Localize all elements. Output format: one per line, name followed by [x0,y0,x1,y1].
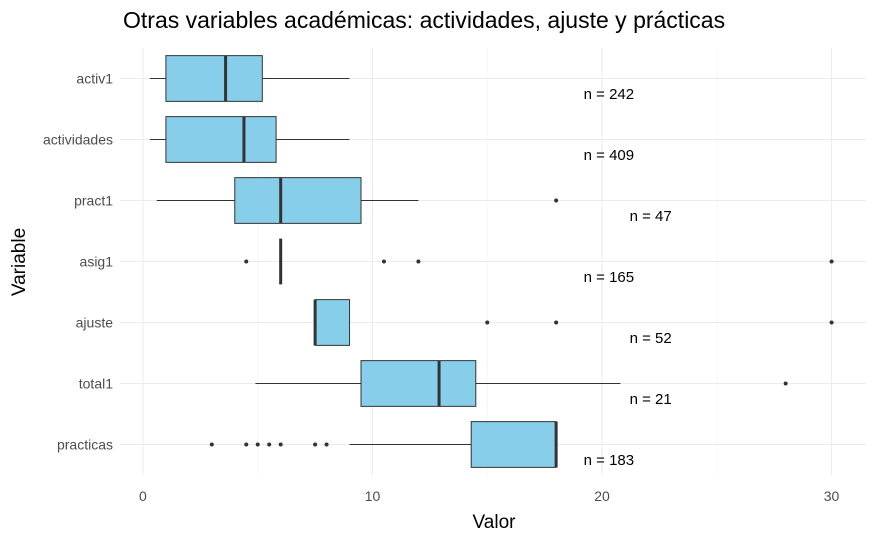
box-group [149,55,350,102]
n-label: n = 183 [584,452,634,469]
box-iqr [165,116,277,163]
outlier-point [244,259,249,264]
y-tick-label: asig1 [80,254,114,270]
labels-layer: 0 10 20 30 activ1 actividades pract1 asig1 ajust… [43,71,840,505]
x-tick-label: 10 [365,488,381,504]
x-tick-label: 20 [594,488,610,504]
grid-lines [120,48,866,475]
box-iqr [165,55,263,102]
y-tick-label: actividades [43,132,113,148]
outlier-point [554,320,559,325]
outlier-point [209,442,214,447]
outlier-point [381,259,386,264]
outlier-point [255,442,260,447]
n-label: n = 409 [584,147,634,164]
x-axis-title: Valor [473,512,517,533]
outlier-point [485,320,490,325]
y-tick-label: activ1 [76,71,113,87]
n-label: n = 242 [584,86,634,103]
box-iqr [470,421,557,468]
outlier-point [554,198,559,203]
y-tick-label: total1 [79,376,113,392]
y-tick-label: practicas [57,437,113,453]
box-iqr [360,360,477,407]
outlier-point [829,259,834,264]
box-group [209,421,558,468]
n-label: n = 21 [630,391,672,408]
y-tick-label: ajuste [76,315,114,331]
outlier-point [829,320,834,325]
chart-title: Otras variables académicas: actividades,… [123,7,725,33]
outlier-point [244,442,249,447]
box-group [149,116,350,163]
box-group [244,238,834,285]
y-tick-label: pract1 [74,193,113,209]
n-label: n = 165 [584,269,634,286]
x-tick-label: 30 [824,488,840,504]
box-group [255,360,788,407]
outlier-point [313,442,318,447]
box-group [156,177,559,224]
boxes-layer [149,55,834,468]
outlier-point [324,442,329,447]
n-label: n = 52 [630,330,672,347]
outlier-point [783,381,788,386]
box-iqr [314,299,351,346]
outlier-point [267,442,272,447]
box-group [313,299,834,346]
box-iqr [234,177,362,224]
outlier-point [278,442,283,447]
n-label: n = 47 [630,208,672,225]
x-tick-label: 0 [139,488,147,504]
y-axis-title: Variable [9,228,30,296]
outlier-point [416,259,421,264]
